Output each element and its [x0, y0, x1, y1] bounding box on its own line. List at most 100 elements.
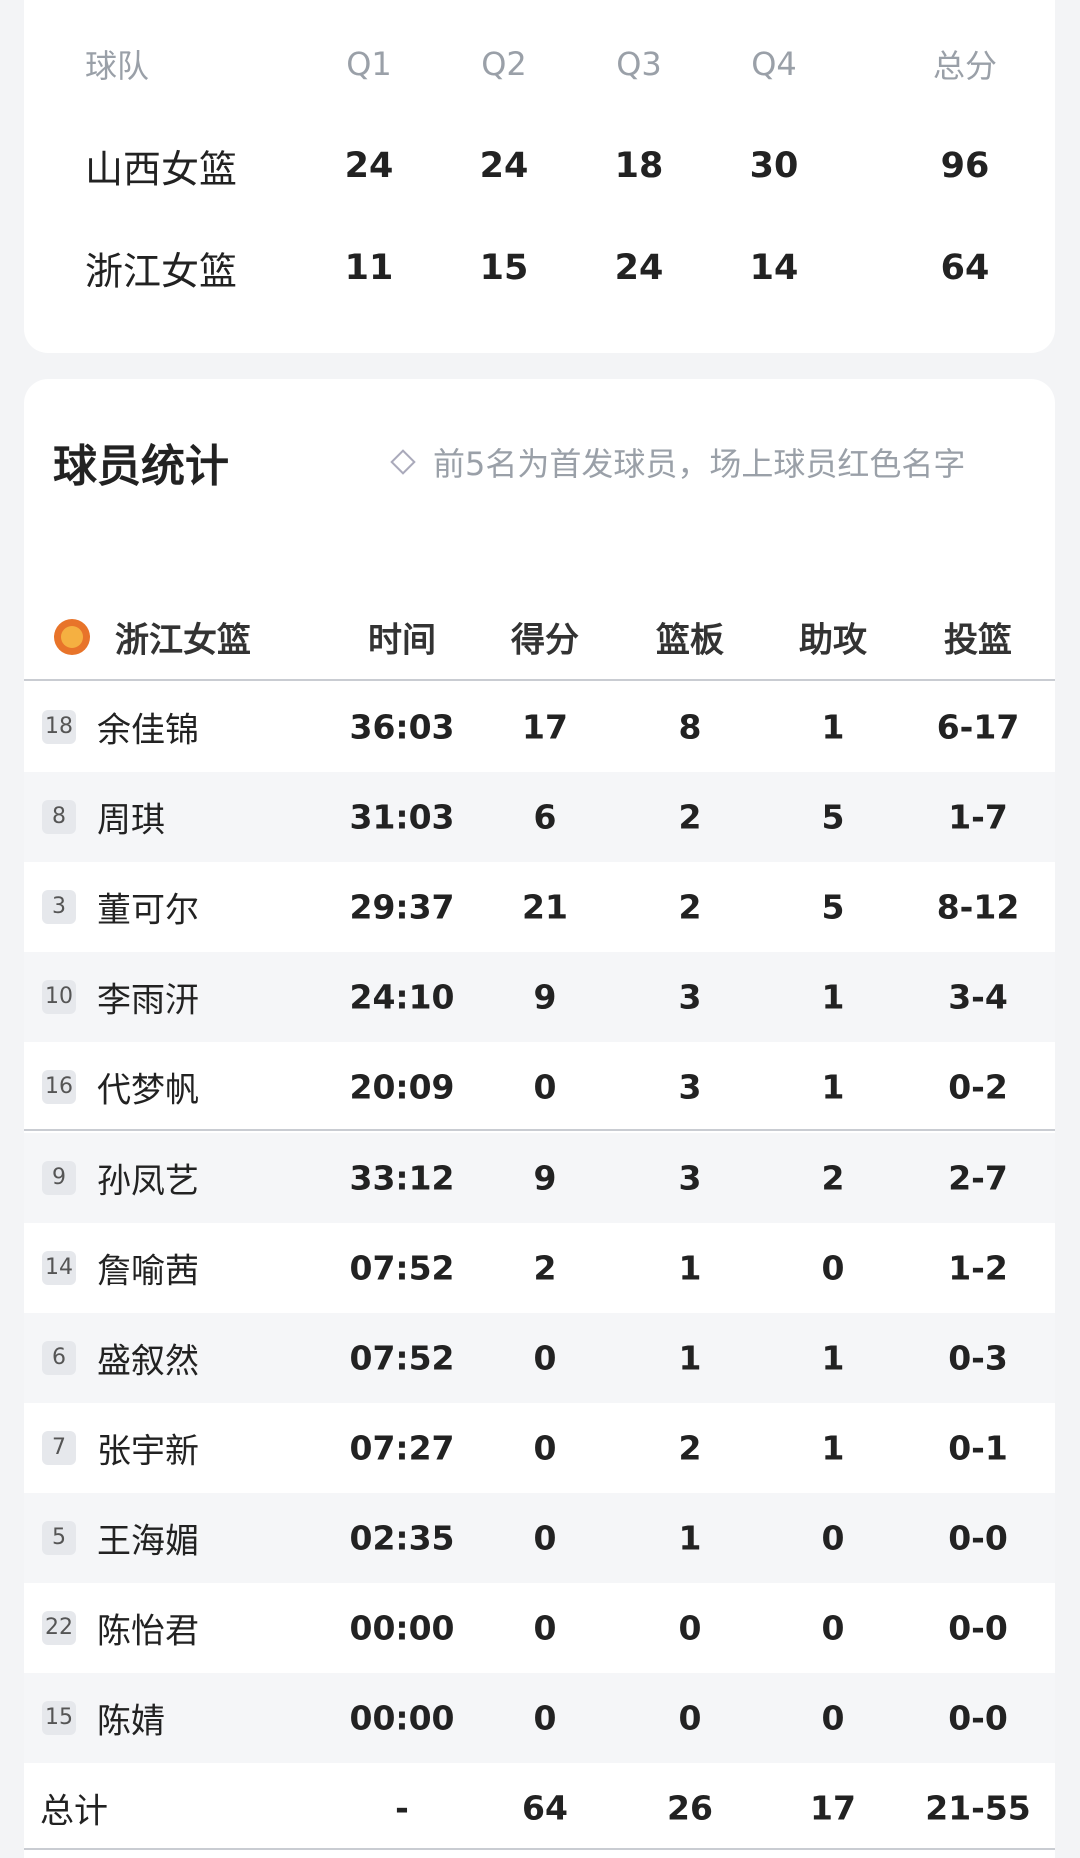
stat-cell: 2	[678, 887, 702, 927]
player-row	[24, 1042, 1055, 1133]
jersey-number: 15	[42, 1701, 76, 1736]
stat-cell: 2	[533, 1248, 557, 1288]
player-row	[24, 1132, 1055, 1223]
player-row	[24, 1492, 1055, 1583]
column-header: 投篮	[944, 620, 1012, 661]
jersey-number: 7	[42, 1430, 76, 1465]
player-row	[24, 1583, 1055, 1673]
score-cell: 14	[749, 248, 799, 288]
stats-card	[24, 379, 1055, 591]
header-divider	[24, 679, 1055, 681]
player-row	[24, 1673, 1055, 1764]
player-name: 李雨汧	[97, 980, 199, 1021]
stat-cell: 5	[821, 887, 845, 927]
player-row	[24, 1222, 1055, 1313]
stat-cell: 9	[533, 1158, 557, 1197]
stat-cell: 0	[821, 1248, 845, 1288]
score-cell: 64	[940, 248, 990, 288]
player-name: 王海媚	[97, 1521, 199, 1562]
stat-cell: 0	[533, 1518, 557, 1558]
stat-cell: 0	[533, 1338, 557, 1378]
stat-cell: 02:35	[349, 1518, 455, 1558]
total-cell: -	[395, 1788, 409, 1828]
stat-cell: 0	[678, 1608, 702, 1648]
player-name: 陈怡君	[97, 1611, 199, 1652]
bottom-divider	[24, 1848, 1055, 1850]
note: 前5名为首发球员，场上球员红色名字	[433, 445, 966, 483]
stat-cell: 5	[821, 797, 845, 837]
jersey-number: 6	[42, 1340, 76, 1375]
stat-cell: 0-3	[948, 1338, 1008, 1378]
player-row	[24, 772, 1055, 863]
stat-cell: 29:37	[349, 887, 455, 927]
player-row	[24, 952, 1055, 1043]
stat-cell: 0	[533, 1067, 557, 1107]
jersey-number: 16	[42, 1070, 76, 1105]
jersey-number: 5	[42, 1520, 76, 1555]
score-cell: 96	[940, 146, 990, 186]
stat-cell: 2	[678, 797, 702, 837]
column-header: 篮板	[656, 620, 724, 661]
team-name: 山西女篮	[85, 147, 238, 192]
total-cell: 26	[667, 1788, 713, 1828]
player-row	[24, 682, 1055, 772]
score-cell: 30	[749, 146, 799, 186]
stat-cell: 8-12	[936, 887, 1020, 927]
score-cell: 24	[479, 146, 529, 186]
stat-cell: 0	[678, 1698, 702, 1738]
jersey-number: 22	[42, 1611, 76, 1645]
jersey-number: 18	[42, 710, 76, 744]
stat-cell: 1	[678, 1248, 702, 1288]
score-header: Q4	[751, 45, 797, 83]
score-cell: 24	[614, 248, 664, 288]
stat-cell: 2	[678, 1428, 702, 1468]
player-name: 盛叙然	[97, 1341, 199, 1382]
stat-cell: 1	[678, 1338, 702, 1378]
player-name: 詹喻茜	[97, 1251, 199, 1292]
total-cell: 21-55	[925, 1788, 1031, 1828]
stat-cell: 1	[821, 1338, 845, 1378]
team-name: 浙江女篮	[115, 620, 251, 661]
jersey-number: 3	[42, 890, 76, 925]
score-card	[24, 0, 1055, 353]
stat-cell: 0-0	[948, 1698, 1008, 1738]
jersey-number: 9	[42, 1160, 76, 1195]
team-name: 浙江女篮	[85, 249, 238, 294]
player-name: 周琪	[97, 800, 165, 841]
team-logo	[54, 619, 90, 655]
stat-cell: 9	[533, 977, 557, 1017]
stat-cell: 6-17	[936, 707, 1020, 747]
column-header: 时间	[368, 620, 436, 661]
stat-cell: 31:03	[349, 797, 455, 837]
score-cell: 24	[344, 146, 394, 186]
stat-cell: 07:27	[349, 1428, 455, 1468]
stat-cell: 0	[821, 1608, 845, 1648]
column-header: 助攻	[799, 620, 867, 661]
stat-cell: 0	[533, 1428, 557, 1468]
stat-cell: 1	[821, 1067, 845, 1107]
score-header: Q2	[481, 45, 527, 83]
stat-cell: 1	[821, 977, 845, 1017]
player-row	[24, 1402, 1055, 1493]
player-name: 孙凤艺	[97, 1161, 199, 1201]
stat-cell: 07:52	[349, 1248, 455, 1288]
stat-cell: 1-2	[948, 1248, 1008, 1288]
stat-cell: 2-7	[948, 1158, 1008, 1197]
player-name: 陈婧	[97, 1701, 165, 1742]
stat-cell: 1-7	[948, 797, 1008, 837]
stat-cell: 6	[533, 797, 557, 837]
stat-cell: 24:10	[349, 977, 455, 1017]
stat-cell: 36:03	[349, 707, 455, 747]
score-header: Q1	[346, 45, 392, 83]
total-cell: 64	[522, 1788, 568, 1828]
jersey-number: 8	[42, 800, 76, 835]
player-row	[24, 862, 1055, 953]
total-label: 总计	[40, 1791, 108, 1832]
stat-cell: 3	[678, 977, 702, 1017]
score-cell: 15	[479, 248, 529, 288]
stat-cell: 0-0	[948, 1518, 1008, 1558]
player-name: 余佳锦	[97, 710, 199, 751]
section-title: 球员统计	[53, 441, 229, 492]
stat-cell: 3-4	[948, 977, 1008, 1017]
stat-cell: 0	[533, 1698, 557, 1738]
